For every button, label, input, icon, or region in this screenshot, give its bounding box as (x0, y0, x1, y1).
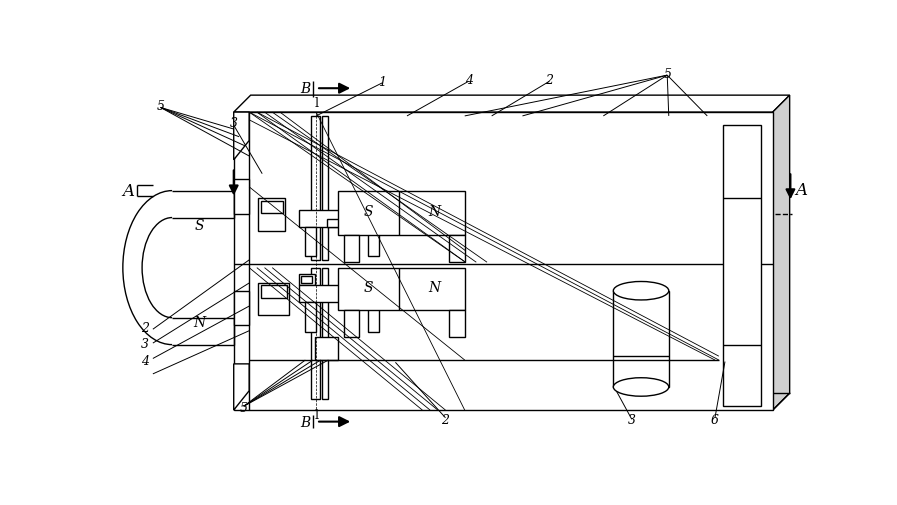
Polygon shape (234, 364, 249, 410)
Polygon shape (234, 113, 249, 161)
Polygon shape (234, 96, 789, 113)
Bar (234, 291, 249, 326)
Text: 4: 4 (141, 354, 149, 367)
Text: 2: 2 (141, 322, 149, 334)
Text: N: N (428, 280, 440, 294)
Text: S: S (363, 280, 373, 294)
Bar (344, 311, 359, 337)
Bar (310, 268, 320, 399)
Bar (234, 113, 772, 410)
Text: 5: 5 (663, 68, 671, 81)
Text: B: B (300, 415, 310, 429)
Bar (234, 180, 249, 214)
Bar (337, 191, 465, 236)
Bar (258, 199, 285, 231)
Text: S: S (363, 205, 373, 219)
Bar (261, 201, 283, 214)
Bar (300, 286, 392, 302)
Text: S: S (195, 219, 204, 233)
Bar (310, 117, 320, 261)
Bar (369, 302, 379, 332)
Text: 5: 5 (239, 401, 248, 415)
Bar (315, 337, 337, 360)
Text: 5: 5 (157, 100, 164, 113)
Bar (300, 274, 315, 286)
Bar (327, 220, 343, 227)
Bar (723, 126, 762, 407)
Text: 6: 6 (711, 413, 719, 426)
Bar (261, 286, 287, 298)
Text: 2: 2 (545, 74, 553, 87)
Bar (258, 283, 289, 316)
Bar (337, 268, 465, 311)
Text: 3: 3 (628, 413, 636, 426)
Text: 4: 4 (465, 74, 473, 87)
Text: A: A (122, 183, 135, 199)
Ellipse shape (614, 282, 669, 300)
Text: 3: 3 (141, 337, 149, 350)
Bar (449, 236, 465, 263)
Text: A: A (796, 181, 807, 198)
Bar (322, 268, 328, 399)
Text: N: N (428, 205, 440, 219)
Polygon shape (772, 96, 789, 410)
Bar (322, 117, 328, 261)
Bar (305, 227, 316, 257)
Text: 2: 2 (441, 413, 449, 426)
Text: B: B (300, 82, 310, 96)
Bar (614, 291, 669, 387)
Bar (301, 277, 312, 283)
Text: l: l (314, 409, 318, 421)
Text: l: l (314, 97, 318, 110)
Bar (344, 236, 359, 263)
Bar (305, 302, 316, 332)
Bar (300, 211, 392, 227)
Bar (449, 311, 465, 337)
Text: 3: 3 (230, 117, 238, 130)
Ellipse shape (614, 378, 669, 396)
Text: N: N (193, 315, 205, 329)
Text: 1: 1 (379, 76, 387, 88)
Bar (369, 227, 379, 257)
